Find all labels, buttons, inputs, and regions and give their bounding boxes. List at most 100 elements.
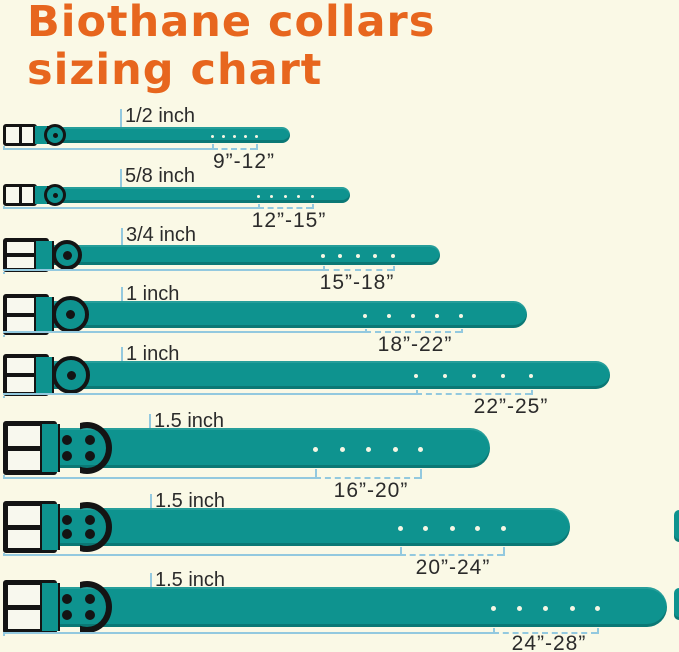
title-line-2: sizing chart [27,45,323,95]
collar-strap [5,587,667,627]
collar-hole [243,134,247,138]
width-label: 1 inch [126,283,180,305]
width-label: 1.5 inch [154,410,225,432]
strap-keeper [40,424,60,472]
bracket-left-tick [3,335,5,337]
collar-hole [363,313,367,318]
width-label: 1.5 inch [155,569,226,591]
collar-hole [417,446,423,452]
collar-edge-fragment [674,588,679,620]
d-ring-clip [80,581,112,633]
collar-hole [256,194,260,198]
collar-hole [356,254,360,258]
rivet-dot [62,451,72,461]
bracket-last-hole-tick [531,390,533,395]
collar-hole [490,605,496,611]
rivet-dot [62,610,72,620]
size-range-label: 15”-18” [319,271,395,294]
collar-hole [365,446,371,452]
d-ring-icon [80,581,112,633]
bracket-dashed-line [400,554,503,556]
collar-hole [501,374,505,378]
buckle-prong-bar [18,124,22,146]
buckle-center-bar [3,524,57,530]
collar-hole [310,194,314,198]
buckle-center-bar [3,312,49,317]
d-ring-clip [80,422,112,474]
collar-hole [338,254,342,258]
collar-hole [373,254,377,258]
bracket-first-hole-tick [258,204,260,209]
rivet-dot [62,435,72,445]
collar-strap [5,127,290,143]
bracket-last-hole-tick [256,144,258,150]
d-ring-icon [80,502,112,552]
bracket-dashed-line [258,207,312,209]
collar-hole [283,194,287,198]
width-label: 3/4 inch [126,224,197,246]
size-range-label: 16”-20” [333,479,409,502]
ring-center-dot [52,132,58,138]
d-ring-clip [80,502,112,552]
size-range-label: 12”-15” [251,209,327,232]
ring-center-dot [66,310,75,319]
rivet-dot [62,594,72,604]
buckle-center-bar [3,373,49,377]
width-label: 1/2 inch [125,105,196,127]
bracket-dashed-line [416,393,531,395]
bracket-solid-line [3,269,323,271]
collar-hole [387,313,391,318]
bracket-first-hole-tick [493,628,495,634]
buckle-center-bar [3,253,49,257]
collar-hole [594,605,600,611]
collar-edge-fragment [674,510,679,542]
rivet-dot [62,529,72,539]
bracket-solid-line [3,477,315,479]
collar-hole [392,446,398,452]
collar-strap [5,361,610,389]
collar-hole [414,374,418,378]
size-range-label: 22”-25” [473,395,549,418]
bracket-first-hole-tick [416,390,418,395]
collar-hole [422,525,428,531]
bracket-dashed-line [493,632,597,634]
page-title: Biothane collars sizing chart [27,0,435,94]
bracket-dashed-line [315,477,420,479]
ring-center-dot [52,192,58,198]
buckle-prong-bar [18,184,22,206]
d-ring-icon [80,422,112,474]
collar-hole [339,446,345,452]
strap-keeper [40,504,60,550]
collar-hole [569,605,575,611]
bracket-left-tick [3,396,5,398]
size-range-label: 20”-24” [415,556,491,579]
bracket-left-tick [3,272,5,274]
width-tick-line [120,169,122,203]
strap-keeper [40,583,60,631]
bracket-dashed-line [323,269,393,271]
strap-keeper [34,297,54,332]
bracket-solid-line [3,554,400,556]
strap-keeper [34,357,54,393]
bracket-last-hole-tick [597,628,599,634]
ring-center-dot [62,250,72,260]
bracket-solid-line [3,331,365,333]
bracket-first-hole-tick [323,266,325,271]
collar-hole [411,313,415,318]
collar-hole [232,134,236,138]
bracket-first-hole-tick [315,469,317,479]
collar-hole [210,134,214,138]
collar-hole [254,134,258,138]
buckle-center-bar [3,604,57,610]
bracket-dashed-line [365,331,461,333]
strap-keeper [34,241,54,269]
collar-strap [5,301,527,328]
width-label: 1 inch [126,343,180,365]
bracket-solid-line [3,632,493,634]
collar-hole [397,525,403,531]
bracket-last-hole-tick [461,329,463,333]
bracket-last-hole-tick [503,547,505,556]
collar-hole [443,374,447,378]
bracket-solid-line [3,148,212,150]
